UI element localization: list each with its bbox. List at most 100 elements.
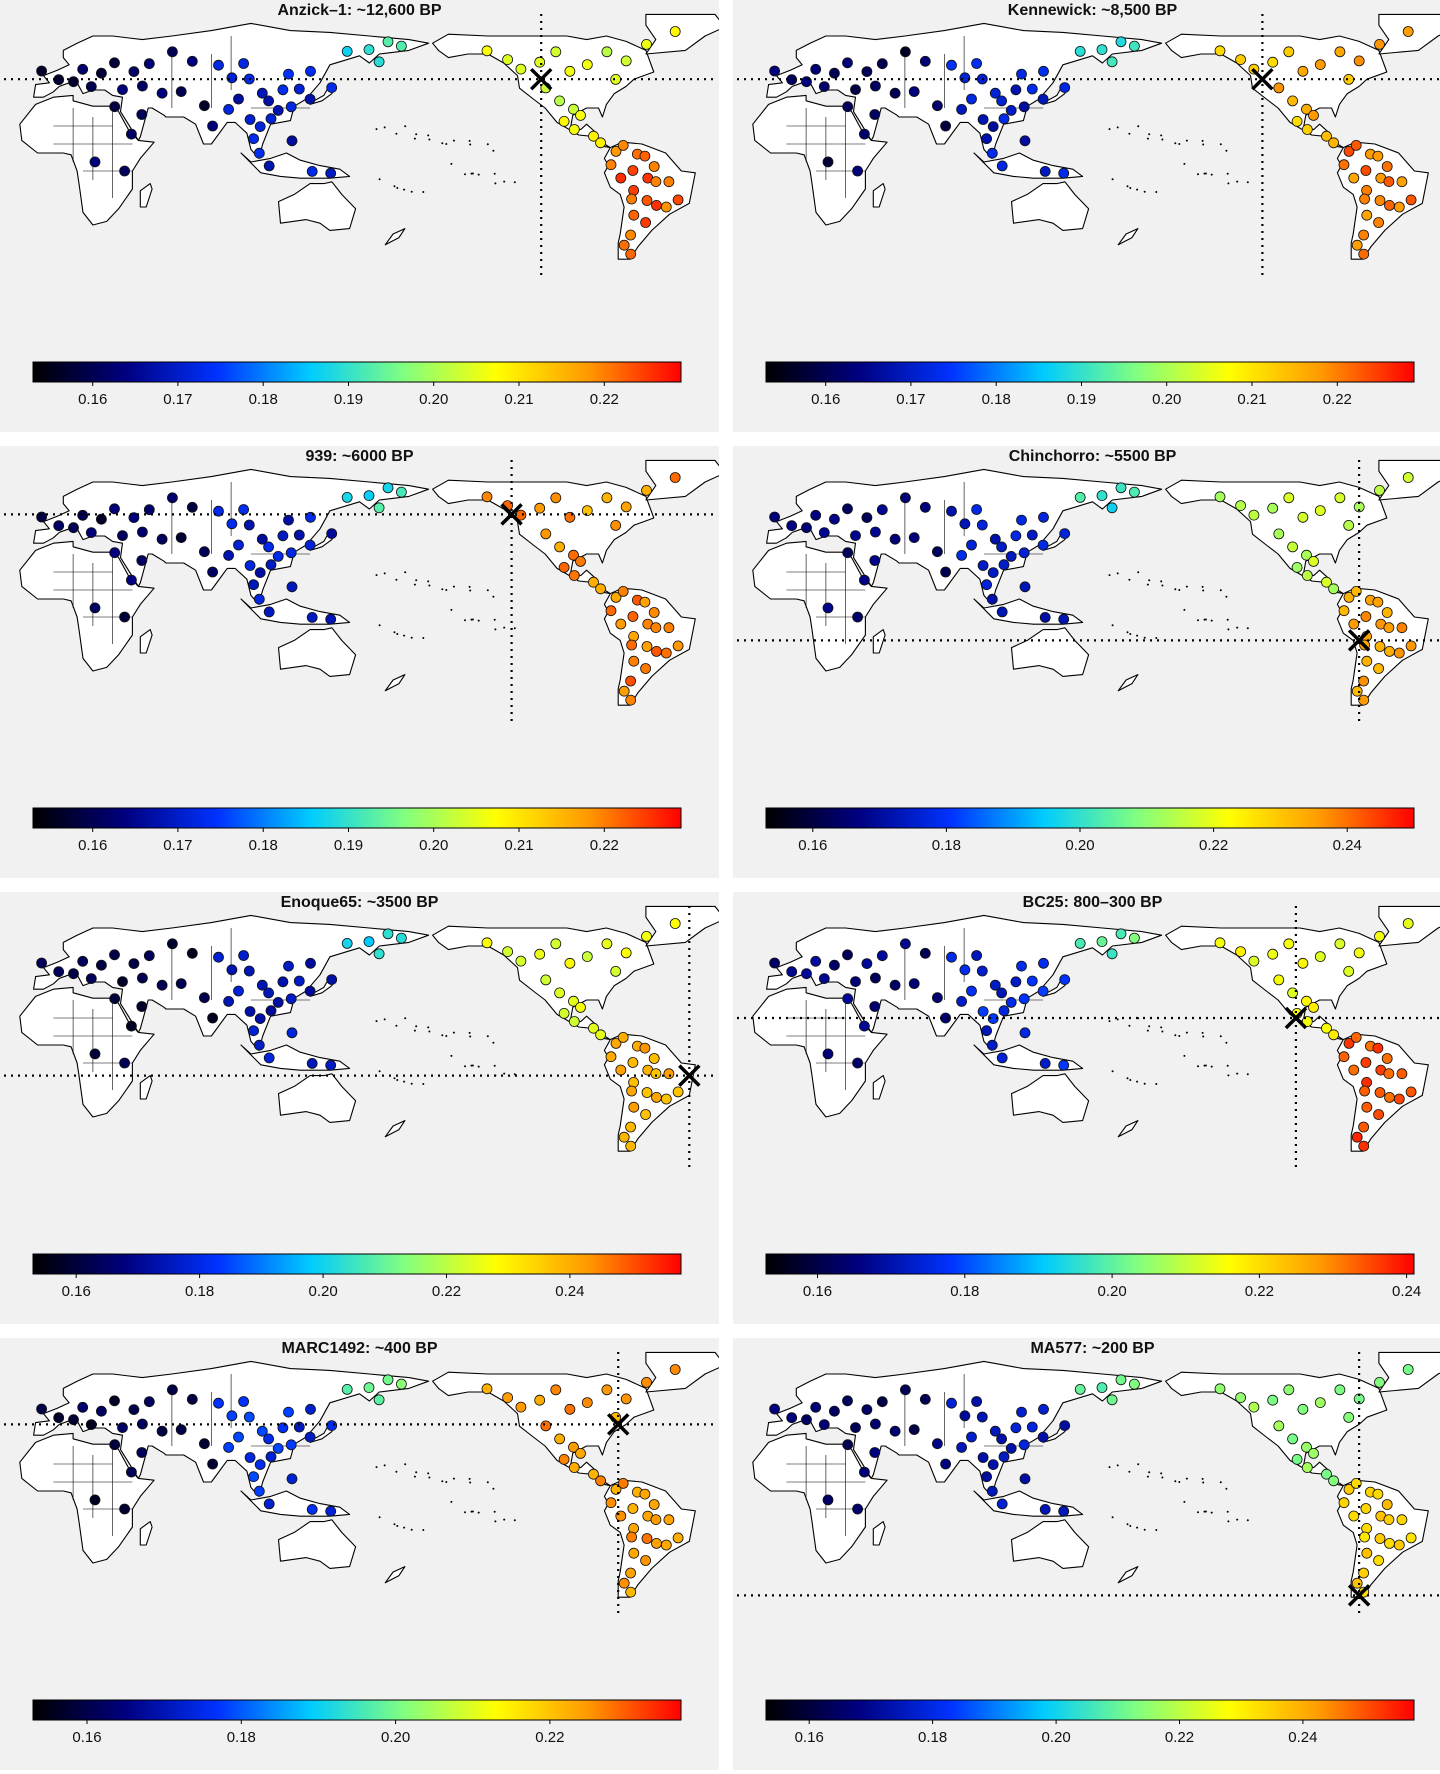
site-marker [226, 964, 238, 976]
site-marker [1372, 596, 1384, 608]
map-svg: 0.16 0.18 0.20 0.22 0.24 [737, 459, 1440, 854]
site-marker [1308, 1448, 1319, 1459]
landmass-madagascar [139, 183, 153, 208]
site-marker [1128, 486, 1140, 498]
site-marker [373, 502, 385, 514]
site-marker [395, 932, 407, 944]
island-dot [1129, 187, 1132, 189]
site-marker [175, 86, 187, 97]
island-dot [1146, 137, 1149, 140]
site-marker [68, 76, 79, 88]
site-marker [325, 1505, 337, 1517]
colorbar [32, 361, 682, 383]
site-marker [660, 1539, 672, 1551]
site-marker [641, 1377, 652, 1388]
site-marker [166, 492, 178, 504]
site-marker [1128, 1378, 1140, 1390]
site-marker [1039, 165, 1051, 177]
site-marker [117, 84, 128, 95]
site-marker [971, 58, 983, 69]
island-dot [445, 1035, 448, 1037]
site-marker [889, 87, 901, 99]
site-marker [869, 526, 881, 538]
site-marker [1338, 1497, 1350, 1509]
site-marker [1343, 74, 1355, 85]
site-marker [136, 972, 148, 984]
island-dot [413, 1475, 416, 1478]
island-dot [1203, 172, 1206, 175]
site-marker [610, 520, 622, 531]
site-marker [136, 1001, 148, 1012]
site-marker [198, 992, 210, 1004]
site-marker [1291, 1454, 1303, 1465]
island-dot [1148, 1471, 1151, 1474]
site-marker [1402, 918, 1414, 929]
site-marker [946, 951, 957, 963]
island-dot [1183, 162, 1186, 165]
site-marker [233, 93, 244, 105]
island-dot [1197, 1065, 1199, 1068]
site-marker [1058, 613, 1070, 625]
island-dot [375, 1020, 378, 1023]
site-marker [1106, 948, 1118, 960]
site-marker [861, 958, 873, 969]
site-marker [617, 139, 629, 151]
site-marker [1359, 1085, 1370, 1097]
site-marker [1372, 1042, 1384, 1054]
site-marker [272, 997, 284, 1008]
site-marker [68, 1414, 79, 1426]
site-marker [286, 135, 298, 147]
site-marker [554, 987, 565, 999]
island-dot [1227, 182, 1230, 185]
island-dot [383, 1018, 386, 1021]
site-marker [89, 156, 101, 168]
map-svg: 0.16 0.18 0.20 0.22 [4, 1351, 719, 1746]
site-marker [648, 1053, 660, 1064]
island-dot [428, 584, 431, 587]
landmass-eurasia [766, 468, 1163, 605]
site-marker [1351, 685, 1363, 697]
island-dot [378, 178, 381, 181]
island-dot [450, 162, 453, 165]
site-marker [620, 501, 632, 513]
site-marker [554, 95, 565, 107]
site-marker [861, 1404, 873, 1415]
site-marker [822, 156, 834, 168]
landmass-africa [752, 94, 888, 226]
site-marker [1235, 500, 1247, 511]
site-marker [1353, 1393, 1365, 1405]
island-dot [486, 143, 489, 146]
site-marker [899, 492, 911, 504]
site-marker [1348, 1064, 1360, 1076]
site-marker [1361, 655, 1373, 667]
island-dot [378, 1516, 381, 1519]
island-dot [1202, 143, 1205, 146]
site-marker [1273, 1420, 1285, 1432]
island-dot [1160, 134, 1163, 137]
site-marker [1214, 937, 1226, 949]
island-dot [464, 173, 466, 176]
site-marker [822, 1494, 834, 1506]
site-marker [223, 996, 235, 1007]
colorbar-tick-label: 0.16 [62, 1283, 91, 1300]
site-marker [143, 504, 155, 516]
site-marker [625, 1567, 636, 1579]
site-marker [256, 979, 268, 991]
site-marker [1074, 492, 1086, 503]
site-marker [769, 957, 780, 969]
colorbar-tick-label: 0.18 [227, 1729, 256, 1746]
island-dot [1185, 1477, 1188, 1480]
site-marker [595, 1475, 606, 1487]
island-dot [1111, 178, 1114, 181]
site-marker [1291, 116, 1303, 127]
island-dot [452, 585, 455, 588]
island-dot [450, 1500, 453, 1503]
site-marker [223, 550, 235, 561]
site-marker [1359, 193, 1370, 205]
site-marker [1396, 1514, 1408, 1526]
map-svg: 0.16 0.17 0.18 0.19 0.20 0.21 0.22 [4, 459, 719, 854]
site-marker [550, 1384, 562, 1396]
landmass-new-zealand [384, 1566, 406, 1584]
site-marker [1328, 1029, 1339, 1041]
